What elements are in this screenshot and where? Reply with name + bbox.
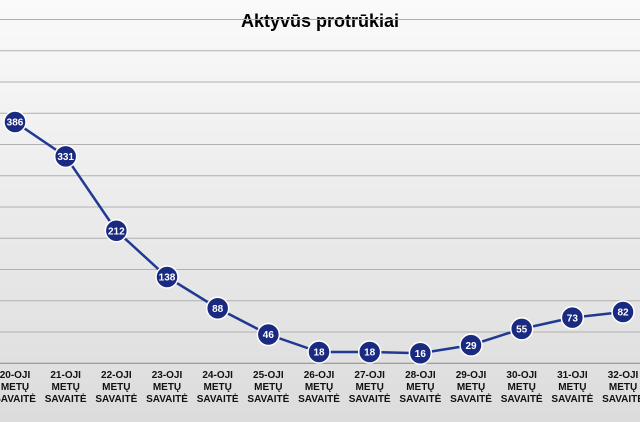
marker [357, 340, 382, 364]
marker [611, 300, 635, 324]
data-label: 88 [212, 304, 224, 315]
data-label: 55 [516, 325, 528, 336]
x-tick-label: 21-OJI METŲ SAVAITĖ [44, 370, 87, 405]
x-tick-label: 30-OJI METŲ SAVAITĖ [500, 370, 543, 405]
data-label: 331 [57, 152, 74, 163]
marker [155, 265, 179, 289]
x-tick-label: 20-OJI METŲ SAVAITĖ [0, 370, 36, 405]
data-label: 73 [567, 313, 579, 324]
chart-title: Aktyvūs protrūkiai [241, 11, 399, 31]
data-label: 29 [465, 341, 477, 352]
marker [256, 322, 281, 347]
x-tick-label: 32-OJI METŲ SAVAITĖ [602, 370, 640, 405]
x-tick-label: 28-OJI METŲ SAVAITĖ [399, 370, 442, 405]
marker [408, 341, 433, 365]
marker [104, 219, 129, 243]
x-tick-label: 27-OJI METŲ SAVAITĖ [348, 370, 391, 405]
marker [205, 296, 230, 320]
data-label: 46 [263, 330, 275, 341]
data-label: 212 [108, 226, 125, 237]
x-tick-label: 25-OJI METŲ SAVAITĖ [247, 370, 290, 405]
data-label: 16 [415, 349, 427, 360]
marker [459, 333, 483, 357]
x-tick-label: 31-OJI METŲ SAVAITĖ [551, 370, 594, 405]
data-label: 18 [313, 348, 325, 359]
marker [53, 144, 78, 169]
x-tick-label: 24-OJI METŲ SAVAITĖ [196, 370, 239, 405]
x-tick-label: 23-OJI METŲ SAVAITĖ [146, 370, 188, 405]
x-tick-label: 22-OJI METŲ SAVAITĖ [95, 370, 138, 405]
line [14, 120, 624, 355]
marker [3, 110, 27, 134]
data-label: 18 [364, 348, 376, 359]
marker [509, 317, 534, 341]
marker [307, 340, 331, 364]
data-label: 138 [159, 273, 176, 284]
marker [560, 305, 585, 330]
x-tick-label: 29-OJI METŲ SAVAITĖ [450, 370, 492, 405]
data-label: 386 [7, 118, 24, 129]
data-label: 82 [617, 308, 629, 319]
x-tick-label: 26-OJI METŲ SAVAITĖ [298, 370, 340, 405]
